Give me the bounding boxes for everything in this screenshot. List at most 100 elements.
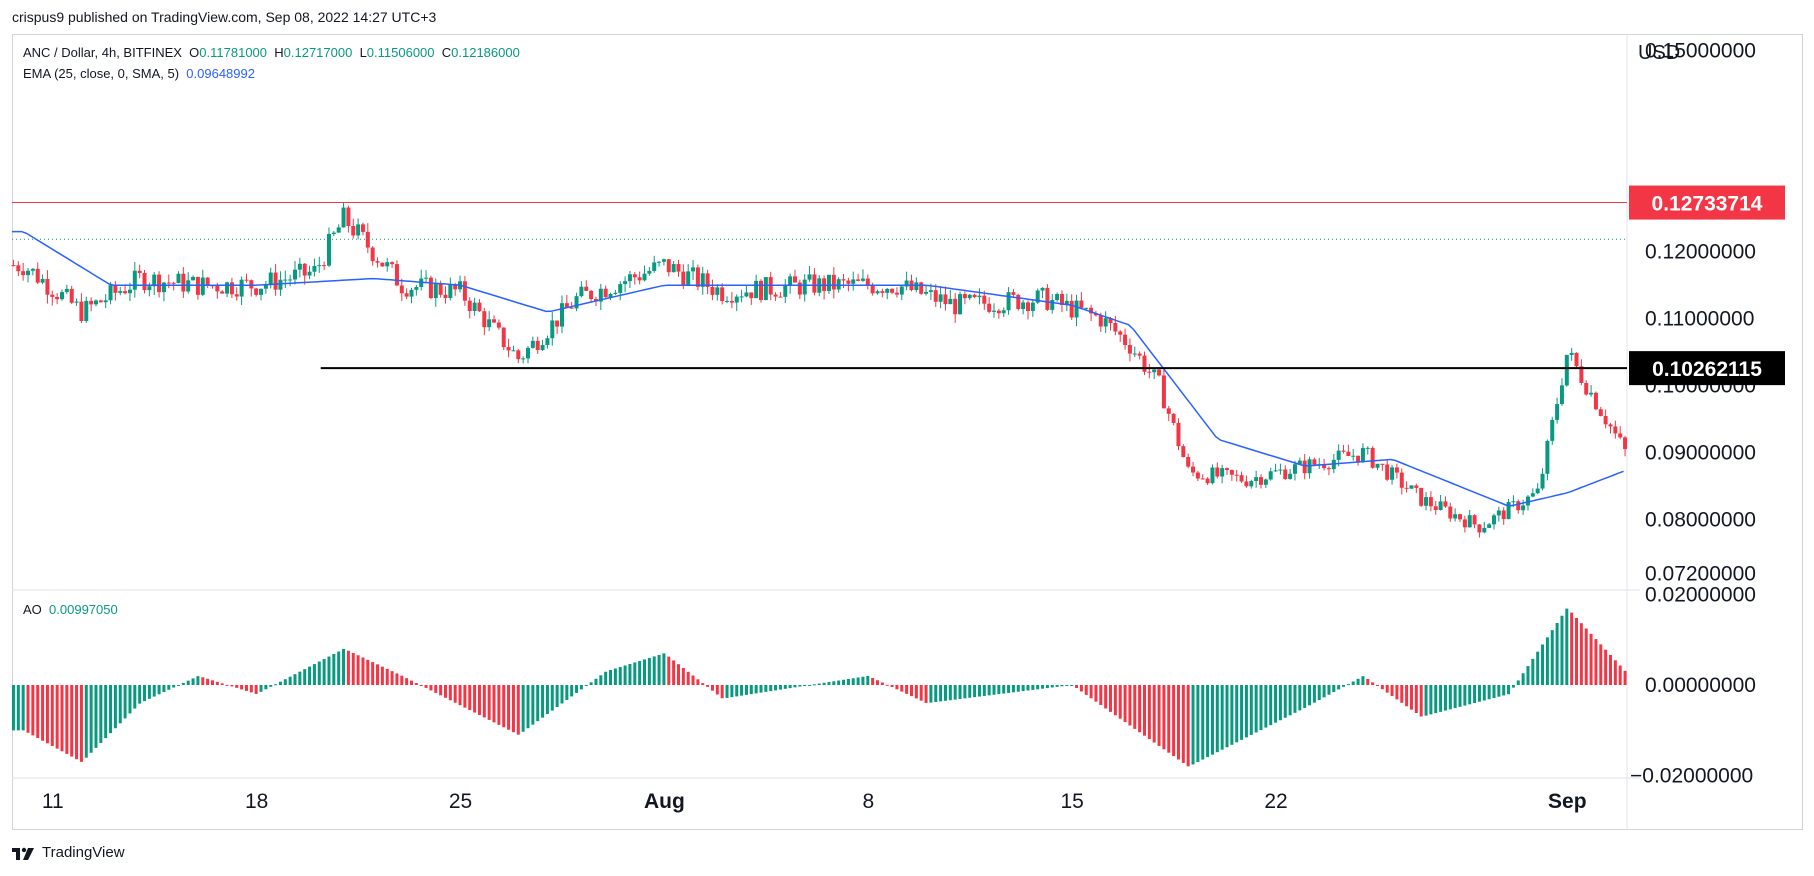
candle-body bbox=[754, 280, 759, 299]
candle-body bbox=[860, 278, 865, 281]
candle-body bbox=[1292, 464, 1297, 474]
ao-bar bbox=[982, 685, 986, 696]
candle-body bbox=[545, 338, 550, 346]
ao-bar bbox=[774, 685, 778, 691]
candle-body bbox=[477, 302, 482, 312]
candle-body bbox=[1443, 501, 1448, 507]
low-label: L bbox=[359, 45, 367, 60]
candle-body bbox=[919, 282, 924, 294]
candle-body bbox=[1103, 318, 1108, 327]
ao-bar bbox=[1516, 680, 1520, 685]
candle-body bbox=[875, 291, 880, 294]
candle-body bbox=[526, 347, 531, 359]
candle-body bbox=[885, 288, 890, 293]
candle-body bbox=[1089, 307, 1094, 314]
ao-bar bbox=[808, 685, 812, 686]
candle-body bbox=[1210, 467, 1215, 484]
ohlc-legend: ANC / Dollar, 4h, BITFINEX O0.11781000 H… bbox=[23, 45, 520, 60]
support-price-label: 0.10262115 bbox=[1652, 358, 1762, 381]
ao-bar bbox=[740, 685, 744, 696]
ao-bar bbox=[1293, 685, 1297, 713]
candle-body bbox=[1205, 478, 1210, 484]
candle-body bbox=[215, 285, 220, 292]
ao-bar bbox=[327, 656, 331, 685]
ao-bar bbox=[987, 685, 991, 696]
ao-bar bbox=[1240, 685, 1244, 740]
ao-bar bbox=[1550, 630, 1554, 685]
candle-body bbox=[1123, 334, 1128, 346]
candle-body bbox=[1137, 353, 1142, 356]
candle-body bbox=[535, 340, 540, 351]
ao-bar bbox=[701, 683, 705, 685]
ao-label[interactable]: AO bbox=[23, 602, 42, 617]
candle-body bbox=[1312, 459, 1317, 465]
candle-body bbox=[1225, 468, 1230, 470]
ao-bar bbox=[958, 685, 962, 699]
candle-body bbox=[734, 296, 739, 303]
ao-bar bbox=[720, 685, 724, 699]
ao-bar bbox=[662, 653, 666, 685]
candle-body bbox=[1399, 472, 1404, 488]
ao-bar bbox=[41, 685, 45, 741]
ao-bar bbox=[230, 685, 234, 687]
ao-bar bbox=[1351, 681, 1355, 685]
ao-bar bbox=[1565, 608, 1569, 685]
ao-bar bbox=[235, 685, 239, 688]
ao-bar bbox=[1065, 685, 1069, 686]
ao-bar bbox=[1589, 633, 1593, 685]
time-tick-label: 15 bbox=[1060, 790, 1083, 813]
ao-bar bbox=[730, 685, 734, 698]
ao-bar bbox=[84, 685, 88, 758]
candle-body bbox=[1142, 355, 1147, 372]
candle-body bbox=[1045, 287, 1050, 310]
ao-bar bbox=[1618, 665, 1622, 685]
candle-body bbox=[642, 273, 647, 281]
ao-bar bbox=[1269, 685, 1273, 726]
candle-body bbox=[74, 301, 79, 303]
ao-bar bbox=[672, 660, 676, 685]
candle-body bbox=[1186, 457, 1191, 467]
candle-body bbox=[1215, 467, 1220, 477]
candle-body bbox=[530, 340, 535, 348]
price-tick-label: 0.11000000 bbox=[1645, 308, 1754, 331]
candle-body bbox=[506, 347, 511, 351]
ao-bar bbox=[691, 675, 695, 685]
currency-label[interactable]: USD bbox=[1638, 42, 1681, 64]
candle-body bbox=[1360, 447, 1365, 462]
ao-legend: AO 0.00997050 bbox=[23, 602, 118, 617]
ao-bar bbox=[1104, 685, 1108, 709]
ao-bar bbox=[201, 677, 205, 685]
candle-body bbox=[1055, 293, 1060, 300]
candle-body bbox=[715, 287, 720, 295]
ao-bar bbox=[36, 685, 40, 739]
symbol-label[interactable]: ANC / Dollar, 4h, BITFINEX bbox=[23, 45, 182, 60]
candle-body bbox=[390, 262, 395, 265]
ao-bar bbox=[943, 685, 947, 701]
ao-bar bbox=[1041, 685, 1045, 689]
ao-bar bbox=[191, 678, 195, 685]
candle-body bbox=[428, 277, 433, 299]
candle-body bbox=[851, 279, 856, 284]
candle-body bbox=[1414, 485, 1419, 488]
candle-body bbox=[467, 300, 472, 312]
ao-bar bbox=[604, 671, 608, 685]
ao-bar bbox=[473, 685, 477, 713]
footer-brand[interactable]: TradingView bbox=[12, 844, 125, 861]
candle-body bbox=[647, 270, 652, 274]
candle-body bbox=[1380, 463, 1385, 465]
ao-bar bbox=[113, 685, 117, 729]
ao-bar bbox=[118, 685, 122, 724]
ao-bar bbox=[1575, 617, 1579, 685]
ema-label[interactable]: EMA (25, close, 0, SMA, 5) bbox=[23, 66, 180, 81]
ao-bar bbox=[1531, 658, 1535, 685]
candle-body bbox=[1234, 474, 1239, 476]
candle-body bbox=[1079, 300, 1084, 308]
candle-body bbox=[249, 280, 254, 289]
candle-body bbox=[555, 320, 560, 327]
ao-bar bbox=[725, 685, 729, 698]
ao-bar bbox=[531, 685, 535, 725]
ao-bar bbox=[895, 685, 899, 690]
ao-bar bbox=[1468, 685, 1472, 705]
ao-bar bbox=[526, 685, 530, 729]
